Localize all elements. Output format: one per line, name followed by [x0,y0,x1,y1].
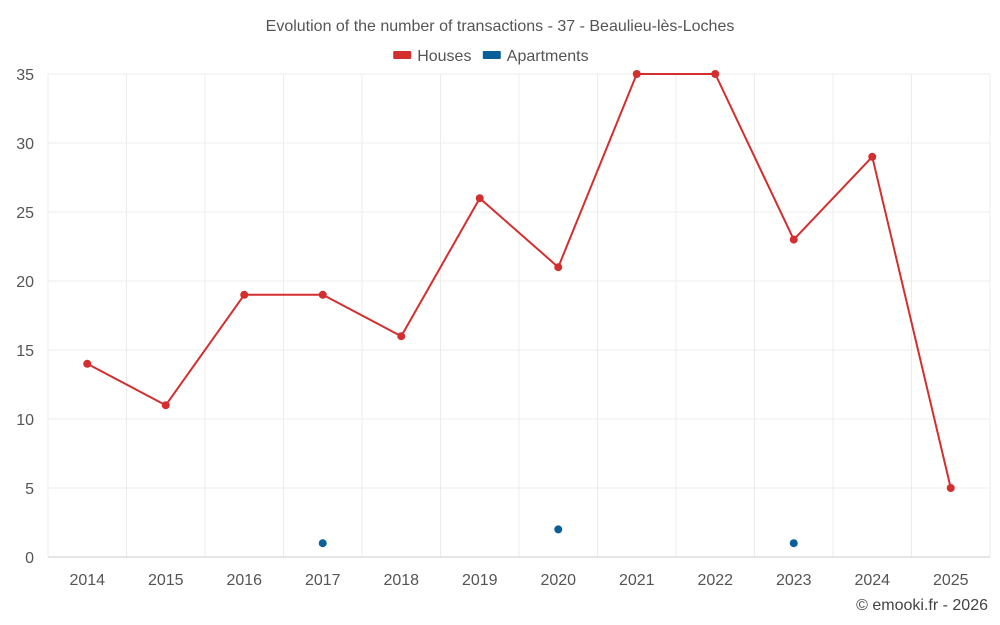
x-tick-label: 2020 [540,572,576,589]
x-tick-label: 2016 [226,572,262,589]
data-point[interactable] [789,235,798,244]
x-tick-label: 2018 [383,572,419,589]
data-point[interactable] [554,263,563,272]
y-tick-label: 5 [25,481,34,498]
data-point[interactable] [554,525,563,534]
grid [47,73,991,557]
data-point[interactable] [161,401,170,410]
data-point[interactable] [475,194,484,203]
x-tick-label: 2017 [305,572,341,589]
y-tick-label: 25 [16,205,34,222]
data-point[interactable] [789,539,798,548]
data-point[interactable] [397,332,406,341]
credit-text: © emooki.fr - 2026 [856,597,988,614]
legend-item-apartments[interactable]: Apartments [482,48,589,65]
y-tick-label: 35 [16,67,34,84]
y-tick-label: 15 [16,343,34,360]
legend-swatch [482,51,501,59]
y-tick-label: 20 [16,274,34,291]
data-point[interactable] [946,484,955,492]
data-point[interactable] [632,70,641,78]
y-tick-label: 30 [16,136,34,153]
chart-title: Evolution of the number of transactions … [266,18,735,35]
x-tick-label: 2022 [697,572,733,589]
x-tick-label: 2025 [933,572,969,589]
y-tick-label: 10 [16,412,34,429]
legend-item-houses[interactable]: Houses [393,48,471,65]
series [83,70,955,548]
x-tick-label: 2019 [462,572,498,589]
legend-label: Houses [417,48,471,65]
data-point[interactable] [83,359,92,368]
legend-label: Apartments [507,48,589,65]
x-tick-label: 2015 [148,572,184,589]
x-tick-label: 2023 [776,572,812,589]
data-point[interactable] [318,290,327,299]
legend-swatch [393,51,412,59]
series-line [86,73,952,489]
data-point[interactable] [318,539,327,548]
data-point[interactable] [240,290,249,299]
x-tick-label: 2024 [854,572,890,589]
series-houses [83,70,955,492]
legend[interactable]: Houses Apartments [393,48,589,65]
y-tick-label: 0 [25,550,34,567]
series-apartments [318,525,798,548]
data-point[interactable] [711,70,720,78]
data-point[interactable] [868,152,877,161]
x-tick-label: 2014 [69,572,105,589]
x-tick-label: 2021 [619,572,655,589]
